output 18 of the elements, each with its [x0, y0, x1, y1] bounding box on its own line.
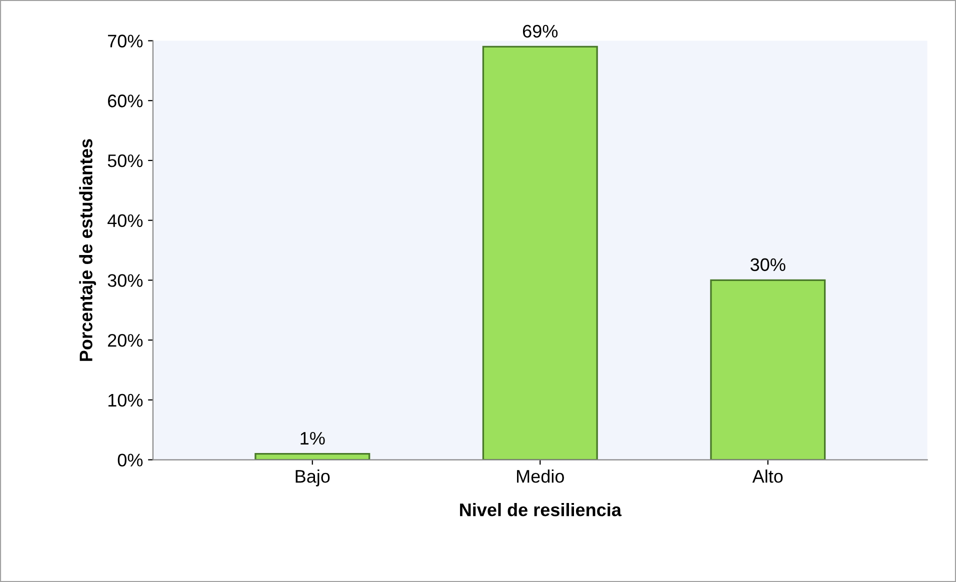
bar: [710, 279, 826, 460]
bar: [482, 46, 598, 460]
x-axis-title: Nivel de resiliencia: [460, 503, 622, 516]
y-tick-label: 0%: [118, 454, 143, 466]
x-tick-label: Bajo: [296, 470, 330, 486]
x-tick-label: Alto: [752, 470, 783, 483]
y-tick-label: 50%: [108, 154, 143, 168]
y-tick-label: 60%: [108, 94, 143, 108]
y-tick-label: 10%: [108, 394, 143, 407]
y-tick-label: 70%: [108, 34, 143, 48]
data-label: 1%: [300, 432, 325, 445]
y-tick-label: 20%: [108, 334, 143, 347]
data-label: 69%: [522, 24, 558, 38]
y-tick-label: 40%: [108, 214, 143, 228]
x-tick-label: Medio: [517, 470, 564, 483]
y-axis-title: Porcentaje de estudiantes: [79, 139, 96, 361]
data-label: 30%: [750, 258, 786, 272]
y-tick-label: 30%: [108, 274, 143, 287]
